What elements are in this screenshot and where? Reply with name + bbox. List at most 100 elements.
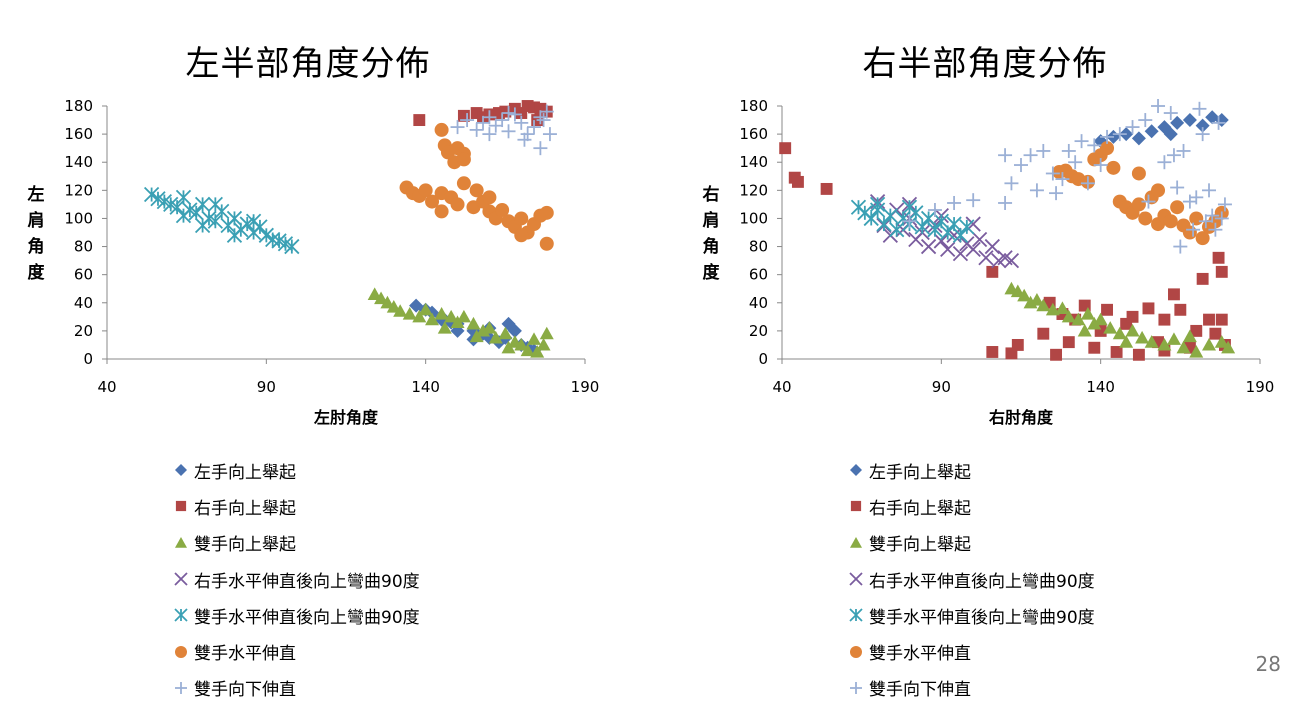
left-point [402,307,417,320]
left-x-tick-label: 190 [571,378,600,396]
right-point [971,231,988,248]
right-point [1166,148,1181,163]
right-point [1120,317,1133,330]
right-y-tick-label: 0 [758,350,768,368]
left-legend-item: 雙手水平伸直 [172,633,420,669]
right-y-tick-label: 100 [739,209,768,227]
left-point [226,227,243,243]
right-point [966,193,981,208]
right-point [1189,190,1204,205]
right-point [1174,303,1187,316]
right-point [1211,115,1226,130]
left-legend: 左手向上舉起 右手向上舉起 雙手向上舉起 右手水平伸直後向上彎曲90度 雙手水平伸直後向… [172,452,420,706]
right-point [978,250,994,266]
left-point [476,115,491,130]
right-legend-marker [850,645,862,658]
right-point [1203,313,1215,326]
left-point [450,197,465,212]
left-point [175,189,192,205]
left-legend-item: 雙手向下伸直 [172,670,420,706]
left-point [527,332,542,345]
left-point [539,236,554,251]
left-point [499,105,512,118]
left-point [470,107,483,119]
right-point [998,148,1013,163]
right-point [1029,292,1044,306]
left-point [456,152,471,167]
right-point [986,346,999,358]
left-point [482,127,497,142]
right-point [1036,143,1051,158]
right-point [1100,141,1115,156]
right-point [1093,312,1108,326]
left-point [542,127,557,142]
right-point [1214,335,1229,348]
right-point [1078,299,1091,312]
left-y-tick-label: 0 [83,350,93,368]
right-legend-label: 左手向上舉起 [869,462,971,483]
svg-text:肩: 肩 [28,210,45,231]
right-point [1144,335,1159,348]
left-point [528,101,540,114]
right-point [1158,344,1171,357]
right-legend-marker [850,501,862,512]
svg-text:度: 度 [28,262,46,283]
right-point [876,216,892,232]
right-legend-marker [849,608,863,622]
right-point [882,207,898,224]
left-y-tick-label: 100 [64,209,93,227]
left-legend-marker [175,501,187,512]
right-x-tick-label: 190 [1246,378,1275,396]
right-point [1077,323,1092,337]
right-x-tick-label: 90 [932,378,951,396]
left-legend-label: 雙手向下伸直 [194,680,296,701]
left-x-axis-label: 左肘角度 [313,408,379,427]
left-point [207,196,223,213]
right-point [1087,138,1102,153]
left-point [450,120,465,135]
right-point [1131,166,1146,181]
left-point [501,106,516,121]
left-point [520,127,535,142]
right-point [902,214,917,229]
right-point [1183,341,1196,354]
right-x-tick-label: 140 [1086,378,1115,396]
right-point [1050,348,1063,361]
left-point [530,344,545,358]
right-legend-marker [850,464,862,477]
left-point [444,309,459,323]
left-point [469,183,484,198]
right-point [1202,183,1217,198]
right-legend-item: 右手水平伸直後向上彎曲90度 [847,561,1095,597]
right-point [820,182,833,195]
right-point [1198,214,1213,229]
svg-text:角: 角 [703,236,720,257]
left-point [469,329,484,343]
left-legend-label: 雙手向上舉起 [194,535,296,556]
left-point [456,176,471,191]
right-point [1056,308,1069,320]
right-legend-label: 雙手水平伸直 [869,644,971,665]
right-series-1 [1093,110,1229,149]
left-point [501,340,516,354]
right-point [1119,335,1134,348]
right-point [1062,336,1075,349]
right-series-3 [1004,281,1236,358]
right-point [863,210,879,227]
left-legend-item: 雙手向上舉起 [172,525,420,561]
right-point [1182,113,1197,128]
right-point [965,241,981,258]
left-point [482,321,497,334]
right-y-tick-label: 180 [739,97,768,115]
left-point [539,205,554,220]
right-legend-item: 雙手向上舉起 [847,525,1095,561]
right-point [1190,324,1203,337]
left-y-tick-label: 80 [74,238,93,256]
left-series-6 [399,122,554,251]
left-point [418,302,433,316]
left-y-tick-label: 120 [64,181,93,199]
right-point [1157,155,1172,170]
left-point [482,110,497,125]
left-point [460,113,475,128]
